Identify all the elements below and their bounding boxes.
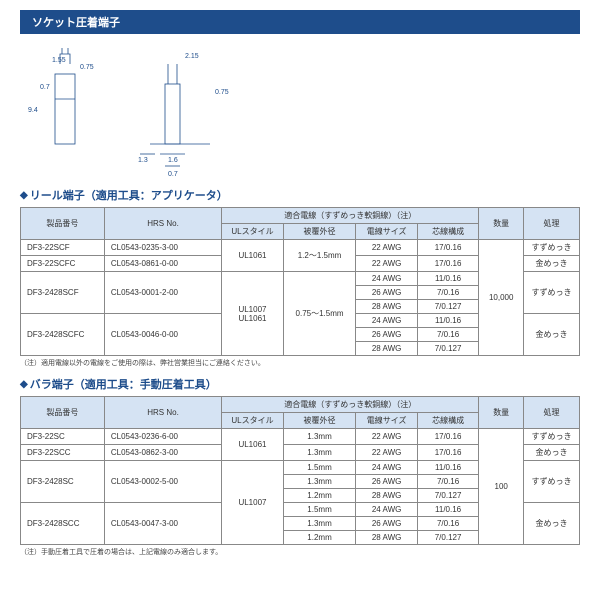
th-ul: ULスタイル bbox=[222, 224, 283, 240]
th-conf: 芯線構成 bbox=[417, 224, 478, 240]
section2-note: （注）手動圧着工具で圧着の場合は、上記電線のみ適合します。 bbox=[20, 547, 580, 557]
section2-title: バラ端子（適用工具：手動圧着工具） bbox=[20, 376, 580, 392]
technical-diagram: 9.4 0.7 1.55 0.75 2.15 0.75 1.3 1.6 0.7 bbox=[20, 44, 230, 179]
svg-text:1.3: 1.3 bbox=[138, 157, 148, 164]
svg-text:9.4: 9.4 bbox=[28, 107, 38, 114]
svg-text:0.7: 0.7 bbox=[40, 84, 50, 91]
th-pn: 製品番号 bbox=[21, 208, 105, 240]
table-row: DF3-22SC CL0543-0236-6-00 UL1061 1.3mm22… bbox=[21, 429, 580, 445]
title-bar: ソケット圧着端子 bbox=[20, 10, 580, 34]
th-fin: 処理 bbox=[524, 397, 580, 429]
loose-terminal-table: 製品番号 HRS No. 適合電線（すずめっき軟銅線）（注） 数量 処理 ULス… bbox=[20, 396, 580, 545]
svg-text:0.75: 0.75 bbox=[215, 89, 229, 96]
table-row: DF3-22SCF CL0543-0235-3-00 UL1061 1.2～1.… bbox=[21, 240, 580, 256]
th-wiregroup: 適合電線（すずめっき軟銅線）（注） bbox=[222, 397, 479, 413]
th-wiregroup: 適合電線（すずめっき軟銅線）（注） bbox=[222, 208, 479, 224]
svg-text:0.7: 0.7 bbox=[168, 171, 178, 178]
section1-title: リール端子（適用工具：アプリケータ） bbox=[20, 187, 580, 203]
svg-text:0.75: 0.75 bbox=[80, 64, 94, 71]
reel-terminal-table: 製品番号 HRS No. 適合電線（すずめっき軟銅線）（注） 数量 処理 ULス… bbox=[20, 207, 580, 356]
th-od: 被覆外径 bbox=[283, 224, 356, 240]
th-fin: 処理 bbox=[524, 208, 580, 240]
th-qty: 数量 bbox=[479, 397, 524, 429]
th-qty: 数量 bbox=[479, 208, 524, 240]
th-hrs: HRS No. bbox=[104, 208, 221, 240]
svg-text:1.6: 1.6 bbox=[168, 157, 178, 164]
svg-text:2.15: 2.15 bbox=[185, 53, 199, 60]
th-hrs: HRS No. bbox=[104, 397, 221, 429]
th-pn: 製品番号 bbox=[21, 397, 105, 429]
section1-note: （注）適用電線以外の電線をご使用の際は、弊社営業担当にご連絡ください。 bbox=[20, 358, 580, 368]
th-ws: 電線サイズ bbox=[356, 224, 417, 240]
svg-text:1.55: 1.55 bbox=[52, 57, 66, 64]
